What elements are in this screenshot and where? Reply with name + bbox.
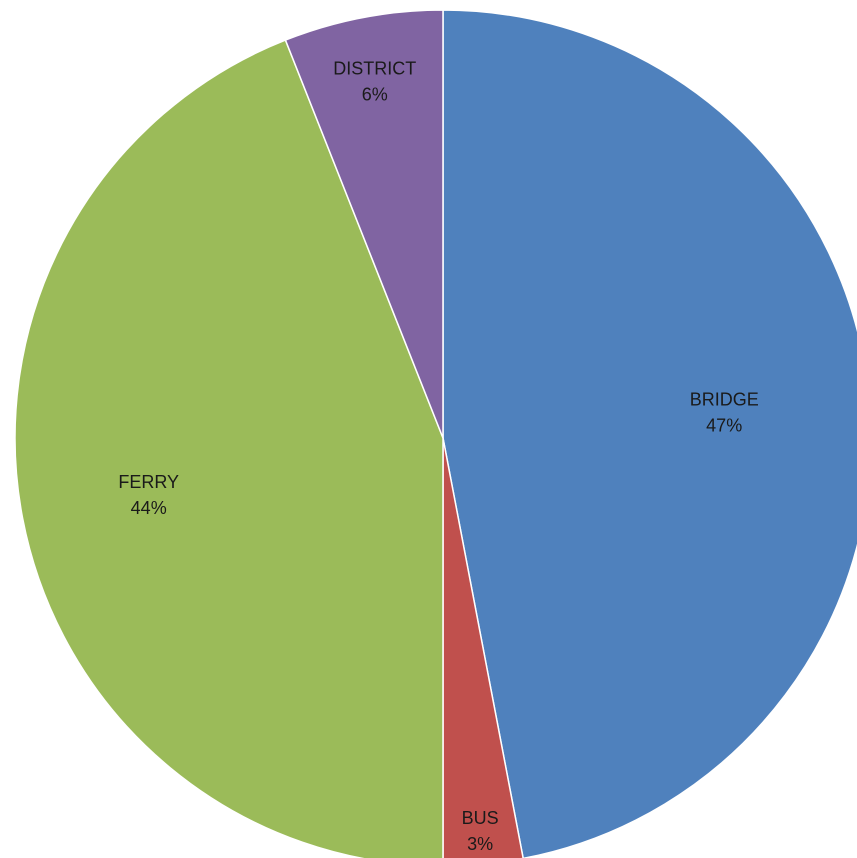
slice-label-bus: BUS 3%	[462, 808, 499, 854]
pie-slice-bus	[442, 437, 524, 858]
pie-slice-district	[284, 9, 444, 439]
slice-percent-label: 3%	[467, 834, 493, 854]
pie-slice-bridge	[442, 9, 857, 858]
slice-category-label: BRIDGE	[690, 389, 759, 409]
slice-percent-label: 6%	[362, 85, 388, 105]
slice-category-label: DISTRICT	[333, 59, 416, 79]
slice-label-ferry: FERRY 44%	[118, 472, 179, 518]
slice-category-label: BUS	[462, 808, 499, 828]
slice-label-bridge: BRIDGE 47%	[690, 389, 759, 435]
slice-percent-label: 47%	[706, 415, 742, 435]
slice-label-district: DISTRICT 6%	[333, 59, 416, 105]
slice-percent-label: 44%	[131, 498, 167, 518]
slice-category-label: FERRY	[118, 472, 179, 492]
pie-slice-ferry	[14, 39, 444, 858]
